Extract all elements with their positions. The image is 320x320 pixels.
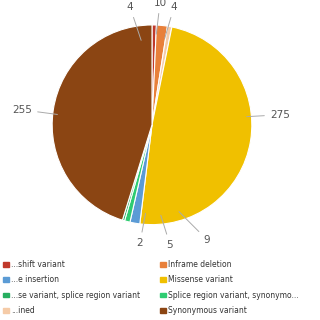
Text: ...ined: ...ined <box>11 306 35 315</box>
Text: 2: 2 <box>137 213 146 248</box>
Text: 255: 255 <box>12 105 57 115</box>
Wedge shape <box>152 25 167 125</box>
Text: ...se variant, splice region variant: ...se variant, splice region variant <box>11 291 140 300</box>
Text: 9: 9 <box>179 212 210 244</box>
Text: 5: 5 <box>161 215 173 250</box>
Text: 4: 4 <box>127 2 141 40</box>
Text: ...shift variant: ...shift variant <box>11 260 65 269</box>
Text: Inframe deletion: Inframe deletion <box>168 260 231 269</box>
Wedge shape <box>140 27 252 225</box>
Wedge shape <box>123 125 152 221</box>
Wedge shape <box>124 125 152 222</box>
Text: 275: 275 <box>247 110 290 120</box>
Text: Missense variant: Missense variant <box>168 276 233 284</box>
Text: 4: 4 <box>165 2 177 38</box>
Wedge shape <box>130 125 152 224</box>
Text: ...e insertion: ...e insertion <box>11 276 59 284</box>
Text: 10: 10 <box>153 0 166 34</box>
Wedge shape <box>152 25 156 125</box>
Wedge shape <box>52 25 152 220</box>
Text: Synonymous variant: Synonymous variant <box>168 306 247 315</box>
Wedge shape <box>152 26 172 125</box>
Text: Splice region variant, synonymo...: Splice region variant, synonymo... <box>168 291 299 300</box>
